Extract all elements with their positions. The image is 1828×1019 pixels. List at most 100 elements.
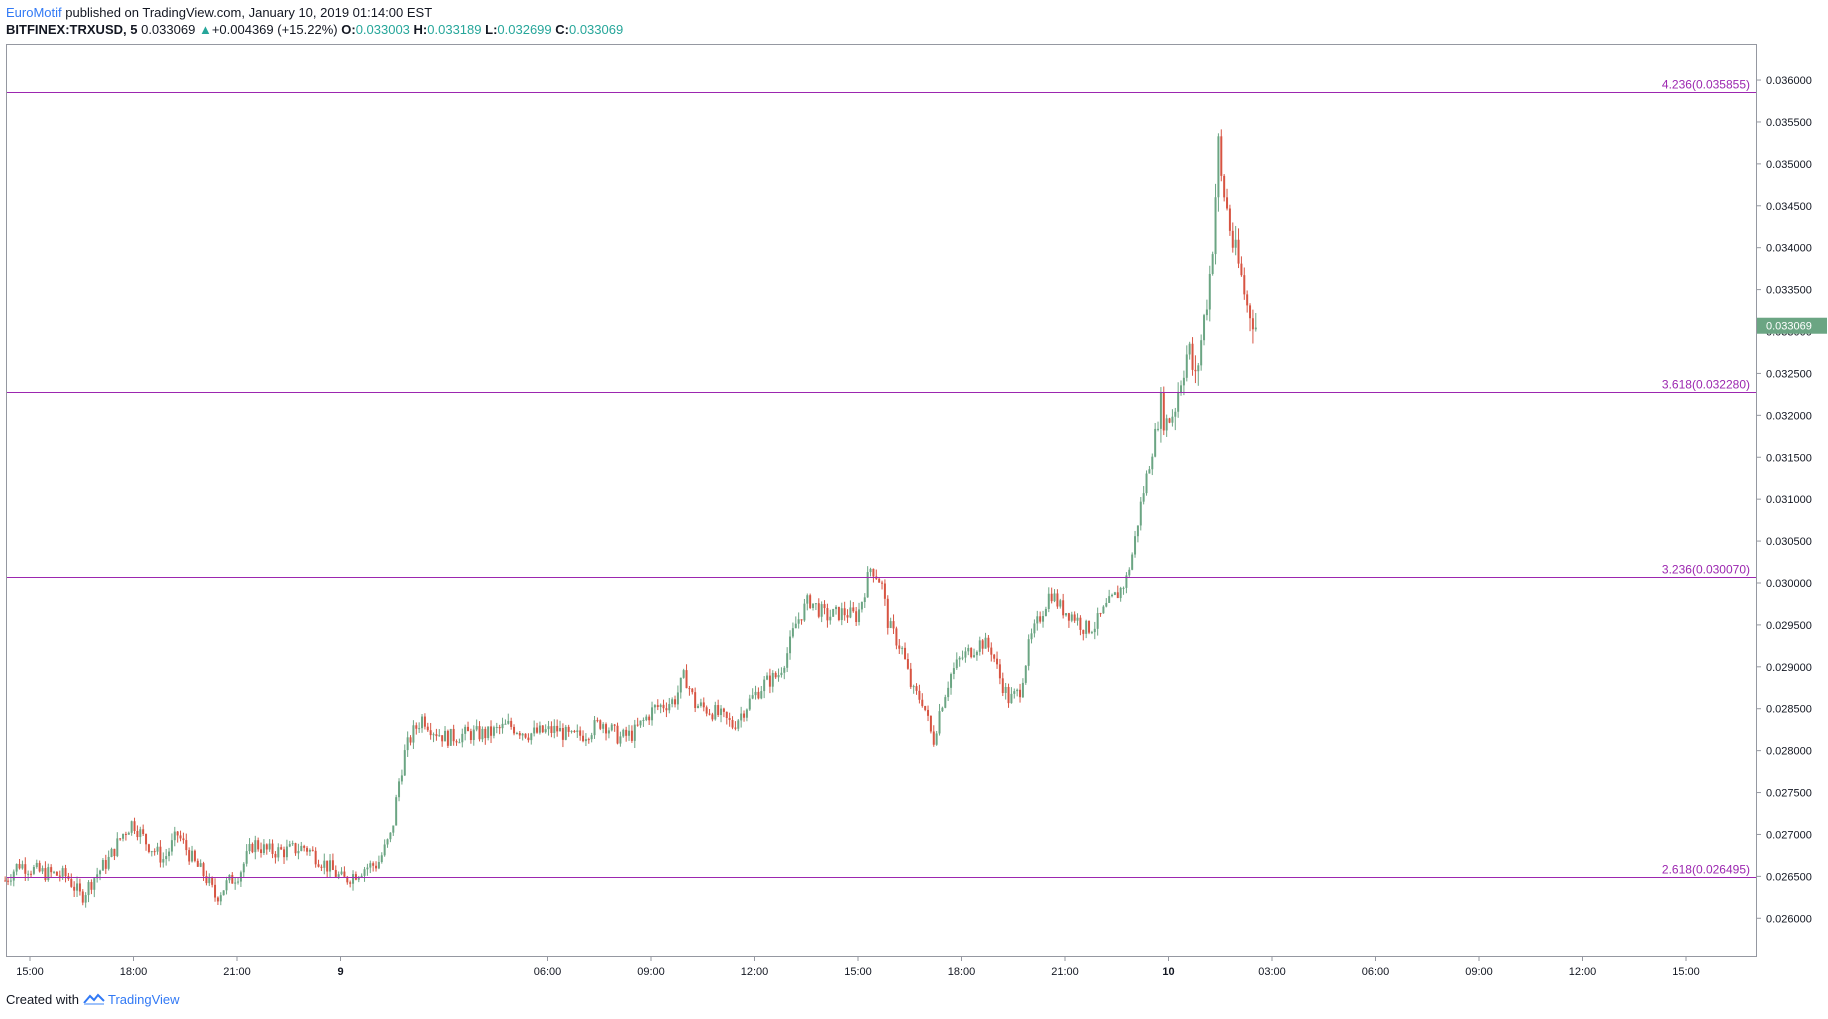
price-axis[interactable]: 0.026000 0.026500 0.027000 0.027500 0.028000… — [1756, 75, 1812, 925]
candle-body — [564, 726, 567, 740]
candle-body — [863, 597, 866, 602]
fib-level-label: 3.618(0.032280) — [1662, 378, 1750, 392]
candle-body — [446, 730, 449, 746]
y-tick-label: 0.029000 — [1766, 662, 1812, 674]
last-price-text: 0.033069 — [141, 22, 196, 37]
candle-body — [323, 860, 326, 868]
x-tick-label: 12:00 — [741, 966, 769, 978]
candle-body — [455, 741, 458, 743]
candle-body — [133, 821, 136, 831]
tradingview-link[interactable]: TradingView — [108, 992, 180, 1007]
candle-body — [1188, 343, 1191, 355]
candle-body — [800, 619, 803, 621]
x-tick-label: 15:00 — [16, 966, 44, 978]
candle-body — [725, 711, 728, 718]
candle-body — [714, 705, 717, 720]
candle-body — [1076, 617, 1079, 621]
candle-body — [1030, 633, 1033, 640]
y-tick-label: 0.027000 — [1766, 829, 1812, 841]
candle-body — [260, 849, 263, 854]
candle-body — [481, 728, 484, 740]
candle-body — [1228, 208, 1231, 231]
candle-body — [1134, 536, 1137, 555]
open-label: O: — [341, 22, 356, 37]
close-value: 0.033069 — [568, 22, 624, 37]
candle-body — [461, 733, 464, 743]
high-label: H: — [413, 22, 428, 37]
candle-body — [412, 725, 415, 743]
candle-body — [998, 664, 1001, 679]
candle-body — [582, 735, 585, 742]
candle-body — [386, 839, 389, 845]
candle-body — [645, 716, 648, 720]
candle-body — [1105, 602, 1108, 607]
candle-body — [855, 611, 858, 623]
change-up-icon: ▲ — [198, 22, 212, 37]
candle-body — [176, 831, 179, 836]
candle-body — [366, 867, 369, 870]
candle-body — [156, 846, 159, 852]
candle-body — [906, 659, 909, 669]
candle-body — [536, 727, 539, 733]
candle-body — [300, 845, 303, 851]
candle-body — [130, 821, 133, 833]
candle-body — [881, 582, 884, 584]
candle-body — [475, 726, 478, 730]
candle-body — [9, 880, 12, 882]
candle-body — [1096, 613, 1099, 629]
candle-body — [843, 608, 846, 616]
candle-body — [760, 691, 763, 699]
candle-body — [538, 725, 541, 733]
candle-body — [605, 724, 608, 734]
candle-body — [964, 651, 967, 658]
candle-body — [783, 667, 786, 673]
candle-body — [1231, 230, 1234, 248]
candle-body — [1010, 693, 1013, 704]
candle-body — [1122, 587, 1125, 589]
candle-body — [1119, 587, 1122, 599]
candle-body — [671, 699, 674, 705]
candle-body — [786, 653, 789, 668]
y-tick-label: 0.026500 — [1766, 871, 1812, 883]
candle-body — [722, 708, 725, 712]
time-axis[interactable]: 15:00 18:00 21:00 9 06:00 09:00 12:00 15:00 18:0… — [16, 956, 1700, 978]
candle-body — [587, 739, 590, 741]
candle-body — [297, 850, 300, 854]
candle-body — [1157, 428, 1160, 430]
candle-body — [530, 733, 533, 741]
candle-body — [372, 863, 375, 866]
candle-body — [222, 890, 225, 896]
candle-body — [242, 863, 245, 873]
candle-body — [35, 862, 38, 867]
candle-body — [4, 880, 7, 882]
candle-body — [285, 846, 288, 858]
candle-body — [47, 867, 50, 881]
candle-body — [53, 871, 56, 873]
candle-body — [498, 726, 501, 729]
candle-body — [1145, 473, 1148, 494]
candle-body — [1171, 416, 1174, 423]
candle-body — [193, 850, 196, 861]
candle-body — [337, 874, 340, 877]
candle-body — [294, 843, 297, 854]
candle-body — [84, 895, 87, 903]
publish-line: EuroMotif published on TradingView.com, … — [6, 4, 623, 21]
candle-body — [774, 672, 777, 678]
candle-body — [768, 675, 771, 687]
candle-body — [449, 728, 452, 746]
candle-body — [464, 726, 467, 734]
candle-body — [1050, 593, 1053, 602]
candle-body — [590, 735, 593, 740]
candle-body — [124, 833, 127, 835]
candle-body — [288, 844, 291, 847]
candle-body — [791, 628, 794, 637]
candle-body — [1082, 629, 1085, 634]
candle-body — [602, 724, 605, 729]
candle-body — [202, 863, 205, 877]
candle-body — [1148, 469, 1151, 474]
candle-body — [553, 725, 556, 733]
candle-body — [829, 616, 832, 621]
candle-body — [1065, 613, 1068, 616]
author-link[interactable]: EuroMotif — [6, 5, 62, 20]
